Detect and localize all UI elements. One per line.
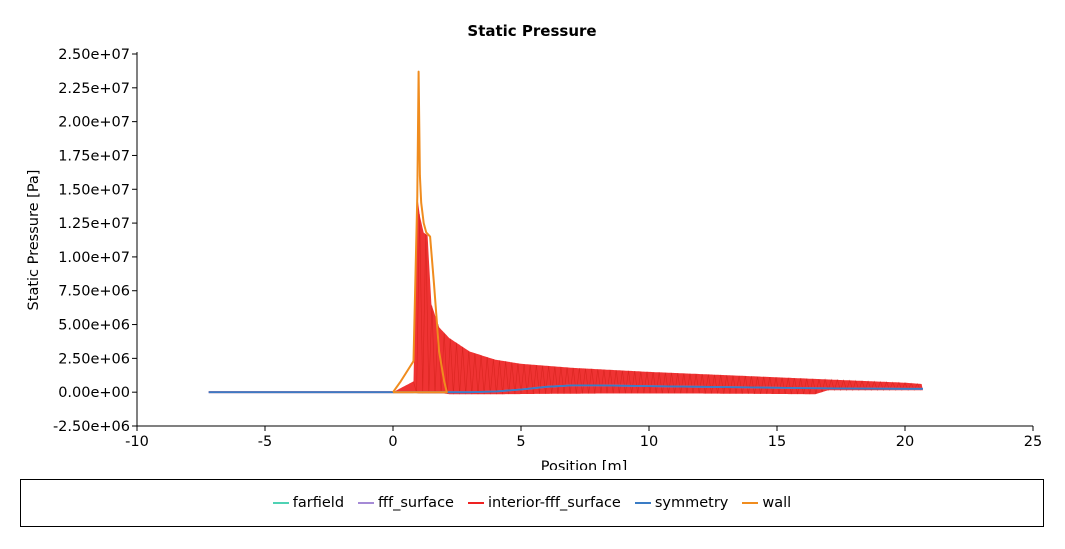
legend-label: fff_surface bbox=[378, 495, 454, 511]
axes: -10 -5 0 5 10 15 20 25 -2.50e+06 0.00e+00 2.50e+06… bbox=[53, 47, 1042, 450]
legend-label: symmetry bbox=[654, 495, 729, 511]
legend-item-symmetry: symmetry bbox=[634, 495, 729, 511]
series-interior-fff_surface bbox=[208, 196, 923, 395]
y-tick-label: 1.75e+07 bbox=[58, 148, 130, 164]
y-tick-label: 2.50e+07 bbox=[58, 47, 130, 63]
legend-item-farfield: farfield bbox=[272, 495, 345, 511]
y-tick-label: 2.25e+07 bbox=[58, 81, 130, 97]
x-tick-label: -10 bbox=[125, 434, 149, 450]
legend-label: interior-fff_surface bbox=[487, 495, 621, 511]
x-axis-label: Position [m] bbox=[541, 459, 628, 470]
x-tick-label: 20 bbox=[896, 434, 914, 450]
y-tick-label: 7.50e+06 bbox=[58, 284, 130, 300]
x-tick-label: -5 bbox=[258, 434, 272, 450]
legend-item-wall: wall bbox=[742, 495, 791, 511]
legend-swatch bbox=[467, 502, 484, 504]
x-tick-label: 25 bbox=[1024, 434, 1042, 450]
y-axis-label: Static Pressure [Pa] bbox=[26, 170, 42, 311]
y-tick-label: 1.25e+07 bbox=[58, 216, 130, 232]
legend-label: farfield bbox=[292, 495, 345, 511]
x-tick-label: 10 bbox=[640, 434, 658, 450]
y-tick-label: -2.50e+06 bbox=[53, 419, 130, 435]
plot-area bbox=[208, 70, 923, 395]
legend-swatch bbox=[272, 502, 289, 504]
chart-title: Static Pressure bbox=[467, 22, 596, 40]
legend-item-interior-fff_surface: interior-fff_surface bbox=[467, 495, 621, 511]
y-tick-label: 2.50e+06 bbox=[58, 351, 130, 367]
legend-swatch bbox=[742, 502, 759, 504]
legend: farfield fff_surface interior-fff_surface s… bbox=[20, 479, 1044, 527]
chart-svg: Static Pressure -10 -5 0 5 10 15 20 25 -2.50e+06… bbox=[26, 22, 1042, 470]
series-wall bbox=[392, 70, 448, 394]
y-tick-label: 1.50e+07 bbox=[58, 182, 130, 198]
legend-label: wall bbox=[762, 495, 792, 511]
legend-swatch bbox=[634, 502, 651, 504]
x-tick-label: 15 bbox=[768, 434, 786, 450]
y-tick-label: 1.00e+07 bbox=[58, 250, 130, 266]
y-tick-label: 2.00e+07 bbox=[58, 115, 130, 131]
y-tick-label: 5.00e+06 bbox=[58, 318, 130, 334]
x-tick-label: 0 bbox=[388, 434, 397, 450]
series-interior-fff_surface-band bbox=[208, 196, 923, 395]
legend-swatch bbox=[358, 502, 375, 504]
x-tick-label: 5 bbox=[516, 434, 525, 450]
legend-item-fff_surface: fff_surface bbox=[358, 495, 454, 511]
series-interior-fff_surface-mesh bbox=[413, 214, 921, 395]
y-tick-label: 0.00e+00 bbox=[58, 385, 130, 401]
